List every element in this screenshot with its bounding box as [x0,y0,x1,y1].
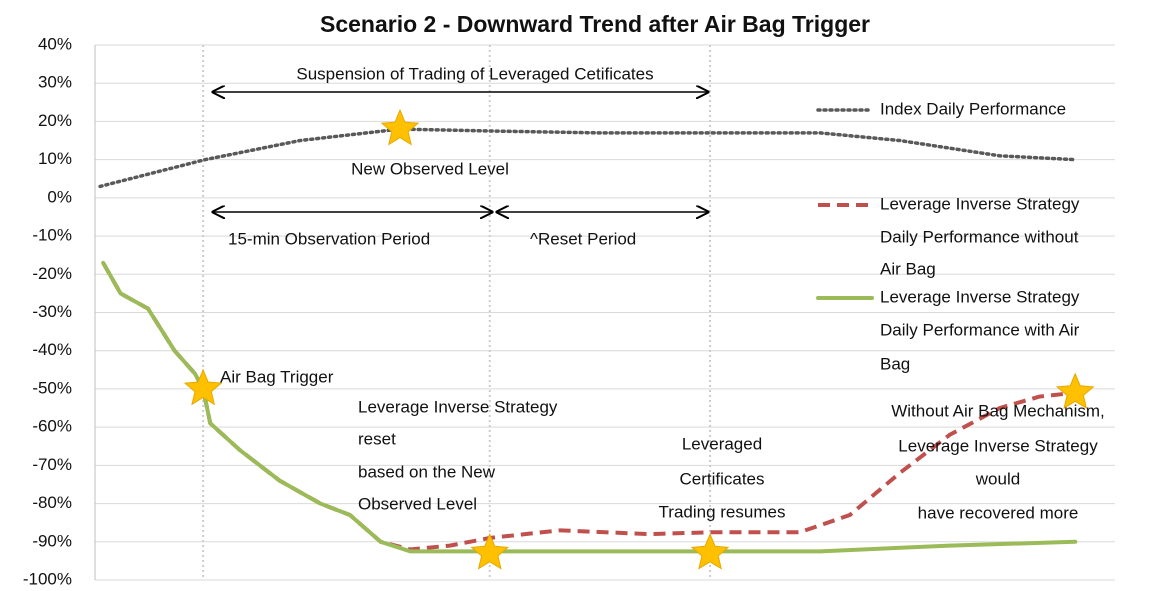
y-tick-label: -50% [32,378,72,397]
annotation: ^Reset Period [530,229,636,248]
legend-label: Daily Performance without [880,227,1079,246]
y-tick-label: -80% [32,493,72,512]
legend-label: Leverage Inverse Strategy [880,194,1080,213]
annotation: 15-min Observation Period [228,229,430,248]
y-tick-label: 20% [38,111,72,130]
grid: 40% 30% 20% 10% 0% -10% -20% -30% -40% -50% -60% -7… [23,34,1115,588]
star-marker [690,533,730,570]
legend-label: Bag [880,354,910,373]
y-tick-label: 0% [47,187,72,206]
star-marker [470,533,510,570]
y-tick-label: -30% [32,302,72,321]
y-tick-label: -40% [32,340,72,359]
star-marker [380,108,420,146]
star-marker [183,368,223,406]
annotation: Trading resumes [659,502,786,521]
legend-label: Index Daily Performance [880,99,1066,118]
y-tick-label: 40% [38,34,72,53]
annotation: Leverage Inverse Strategy [898,436,1098,455]
annotation: Observed Level [358,494,477,513]
annotation: based on the New [358,462,496,481]
legend-label: Air Bag [880,259,936,278]
annotation: New Observed Level [351,159,509,178]
chart-title: Scenario 2 - Downward Trend after Air Ba… [320,11,870,37]
y-tick-label: 10% [38,149,72,168]
y-tick-label: -70% [32,455,72,474]
annotation: would [975,469,1020,488]
legend-label: Leverage Inverse Strategy [880,287,1080,306]
annotation: Certificates [679,469,764,488]
y-tick-label: 30% [38,73,72,92]
annotation: Air Bag Trigger [220,367,334,386]
y-tick-label: -20% [32,264,72,283]
annotation: Without Air Bag Mechanism, [891,401,1105,420]
annotation: reset [358,429,396,448]
data-line [98,127,1077,189]
y-tick-label: -60% [32,417,72,436]
y-tick-label: -90% [32,531,72,550]
annotation: Leverage Inverse Strategy [358,397,558,416]
star-marker [1055,372,1095,410]
annotation: Leveraged [682,434,762,453]
legend-label: Daily Performance with Air [880,320,1080,339]
y-tick-label: -10% [32,226,72,245]
annotation: have recovered more [918,503,1079,522]
y-tick-label: -100% [23,569,72,588]
annotation: Suspension of Trading of Leveraged Cetif… [296,64,653,83]
